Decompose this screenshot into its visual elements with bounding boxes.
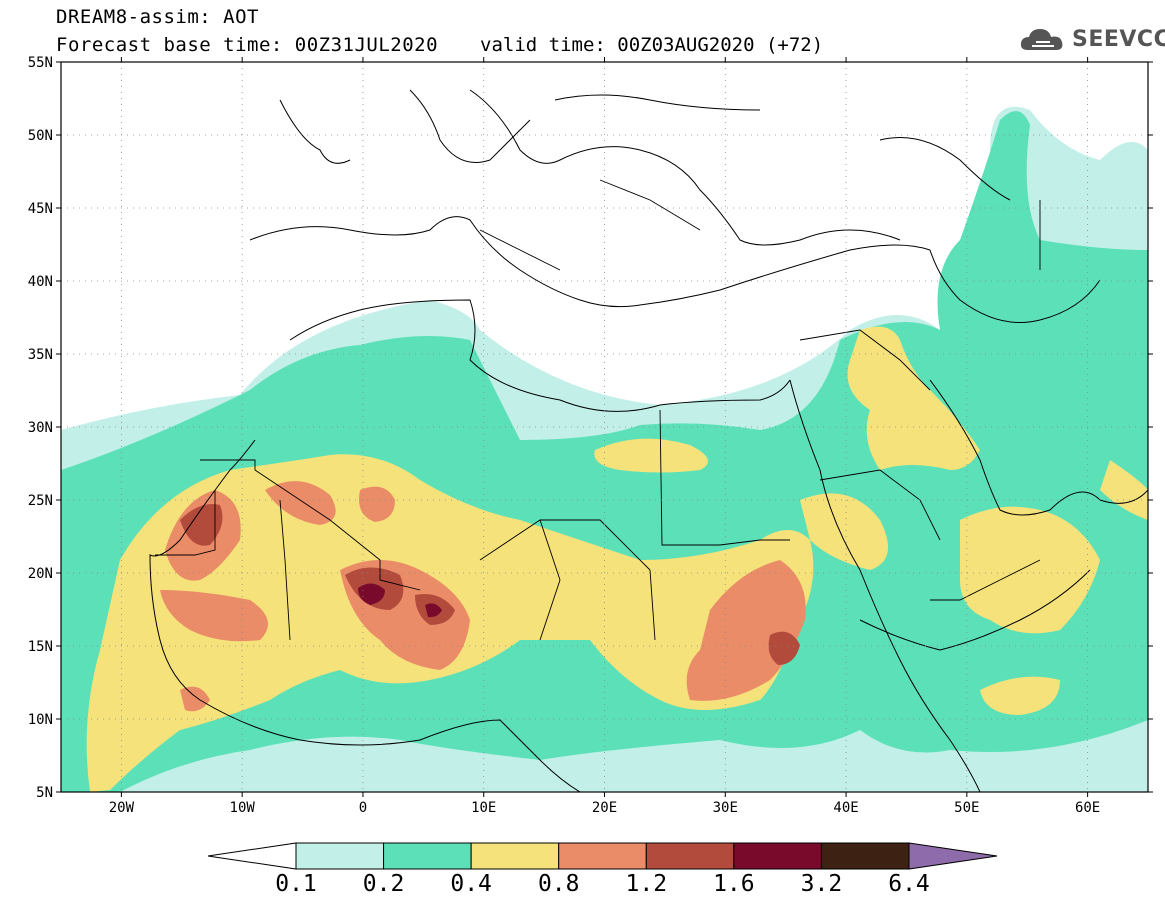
- forecast-base-time: Forecast base time: 00Z31JUL2020: [56, 34, 439, 56]
- colorbar-label: 1.2: [626, 871, 668, 897]
- aot-field: [61, 106, 1148, 792]
- lon-tick-label: 0: [359, 800, 367, 816]
- colorbar-label: 1.6: [713, 871, 755, 897]
- colorbar-segment: [820, 842, 910, 870]
- latitude-axis: 55N 50N 45N 40N 35N 30N 25N 20N 15N 10N 5N: [28, 55, 1153, 801]
- lat-tick-label: 15N: [28, 639, 53, 655]
- colorbar-segment: [645, 842, 735, 870]
- lon-tick-label: 10E: [471, 800, 496, 816]
- lon-tick-label: 60E: [1075, 800, 1100, 816]
- colorbar-label: 0.2: [363, 871, 405, 897]
- colorbar-label: 6.4: [888, 871, 930, 897]
- lon-tick-label: 40E: [833, 800, 858, 816]
- aot-level-1-6: [358, 583, 442, 618]
- lon-tick-label: 20W: [109, 800, 135, 816]
- longitude-axis: 20W 10W 0 10E 20E 30E 40E 50E 60E: [109, 57, 1100, 816]
- lat-tick-label: 25N: [28, 493, 53, 509]
- colorbar-segment: [558, 842, 647, 870]
- lon-tick-label: 10W: [230, 800, 256, 816]
- colorbar-label: 3.2: [801, 871, 843, 897]
- colorbar-segment: [470, 842, 560, 870]
- colorbar-segment: [733, 842, 822, 870]
- lat-tick-label: 10N: [28, 712, 53, 728]
- lat-tick-label: 45N: [28, 201, 53, 217]
- country-borders: [155, 179, 1041, 641]
- colorbar-under-arrow: [207, 842, 297, 870]
- colorbar-segment: [383, 842, 472, 870]
- lat-tick-label: 20N: [28, 566, 53, 582]
- lat-tick-label: 50N: [28, 128, 53, 144]
- lon-tick-label: 20E: [592, 800, 617, 816]
- chart-title: DREAM8-assim: AOT: [56, 6, 259, 28]
- logo-text: SEEVCCC: [1072, 26, 1165, 52]
- cloud-icon: [1020, 29, 1063, 50]
- lat-tick-label: 5N: [36, 785, 53, 801]
- lat-tick-label: 55N: [28, 55, 53, 71]
- lon-tick-label: 50E: [954, 800, 979, 816]
- valid-time: valid time: 00Z03AUG2020 (+72): [480, 34, 824, 56]
- colorbar: 0.1 0.2 0.4 0.8 1.2 1.6 3.2 6.4: [207, 842, 998, 897]
- colorbar-over-arrow: [908, 842, 998, 870]
- colorbar-label: 0.4: [450, 871, 492, 897]
- colorbar-label: 0.8: [538, 871, 580, 897]
- lat-tick-label: 30N: [28, 420, 53, 436]
- colorbar-segment: [295, 842, 385, 870]
- seevccc-logo: SEEVCCC: [1018, 24, 1165, 54]
- lon-tick-label: 30E: [713, 800, 738, 816]
- lat-tick-label: 35N: [28, 347, 53, 363]
- colorbar-label: 0.1: [275, 871, 317, 897]
- lat-tick-label: 40N: [28, 274, 53, 290]
- coastlines: [149, 89, 1148, 792]
